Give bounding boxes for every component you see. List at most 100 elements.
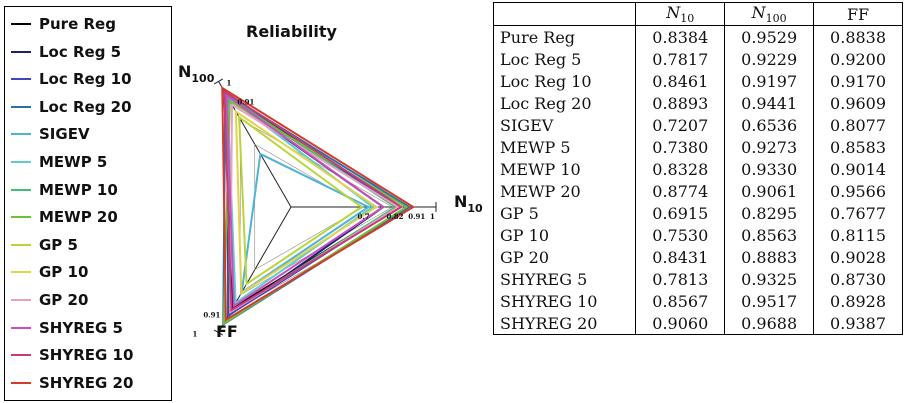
series-polygon: [240, 152, 371, 295]
row-label: MEWP 20: [492, 180, 637, 203]
table-row: Loc Reg 20 0.8893 0.9441 0.9609: [492, 92, 903, 115]
series-polygon: [225, 93, 385, 308]
axis-label-n10-main: N: [454, 192, 468, 211]
table-cell: 0.9200: [813, 48, 903, 71]
table-cell: 0.9229: [724, 48, 815, 71]
table-row: Loc Reg 5 0.7817 0.9229 0.9200: [492, 48, 903, 71]
legend-item: MEWP 5: [11, 149, 107, 175]
table-row: MEWP 10 0.8328 0.9330 0.9014: [492, 158, 903, 181]
row-label: Loc Reg 5: [492, 48, 637, 71]
legend-label: MEWP 5: [39, 153, 108, 171]
tick-label: 0.91: [408, 212, 425, 221]
legend-swatch: [11, 381, 31, 384]
table-cell: 0.9441: [724, 92, 815, 115]
table-cell: 0.9529: [724, 25, 815, 49]
header-sub: 10: [680, 12, 695, 26]
table-cell: 0.9061: [724, 180, 815, 203]
axis-label-ff-main: FF: [216, 322, 238, 341]
table-row: GP 5 0.6915 0.8295 0.7677: [492, 202, 903, 225]
legend-swatch: [11, 354, 31, 357]
series-polygon: [234, 109, 379, 295]
legend-label: MEWP 20: [39, 208, 118, 227]
legend-label: Pure Reg: [39, 15, 116, 33]
legend-item: SHYREG 20: [11, 370, 133, 396]
table-cell: 0.9517: [724, 290, 815, 313]
legend-item: GP 5: [11, 232, 78, 258]
table-cell: 0.9566: [813, 180, 903, 203]
table-cell: 0.8928: [813, 290, 903, 313]
row-label: SHYREG 10: [492, 290, 637, 313]
legend-swatch: [11, 271, 31, 274]
table-header-cell: N10: [635, 1, 726, 27]
legend-swatch: [11, 161, 31, 163]
legend-swatch: [11, 216, 31, 219]
results-table: N10 N100 FF Pure Reg 0.8384 0.9529 0.8838 Loc …: [492, 1, 903, 336]
tick-label: 1: [193, 330, 198, 339]
axis-label-n10: N10: [454, 192, 483, 215]
legend-item: SHYREG 10: [11, 342, 133, 368]
table-row: SIGEV 0.7207 0.6536 0.8077: [492, 114, 903, 137]
table-cell: 0.9170: [813, 70, 903, 93]
table-row: SHYREG 20 0.9060 0.9688 0.9387: [492, 312, 903, 336]
table-cell: 0.8431: [635, 246, 726, 269]
table-row: SHYREG 10 0.8567 0.9517 0.8928: [492, 290, 903, 313]
legend-swatch: [11, 78, 31, 81]
legend-label: GP 10: [39, 263, 89, 282]
axis-cap-n100: [213, 78, 224, 85]
table-cell: 0.9330: [724, 158, 815, 181]
series-polygon: [223, 89, 404, 312]
table-cell: 0.9325: [724, 268, 815, 291]
legend-swatch: [11, 326, 31, 329]
legend-swatch: [11, 23, 31, 25]
series-polygon: [222, 99, 409, 326]
table-cell: 0.8838: [813, 25, 903, 49]
table-cell: 0.8077: [813, 114, 903, 137]
header-main: N: [751, 3, 766, 22]
axis-label-n10-sub: 10: [467, 202, 483, 215]
table-cell: 0.7530: [635, 224, 726, 247]
table-cell: 0.8328: [635, 158, 726, 181]
table-cell: 0.9688: [724, 312, 815, 336]
table-cell: 0.6536: [724, 114, 815, 137]
series-polygon: [221, 86, 416, 322]
legend-item: MEWP 20: [11, 204, 118, 230]
legend-swatch: [11, 133, 31, 136]
table-row: GP 20 0.8431 0.8883 0.9028: [492, 246, 903, 269]
table-cell: 0.9028: [813, 246, 903, 269]
legend-swatch: [11, 105, 31, 108]
table-cell: 0.8567: [635, 290, 726, 313]
legend-item: GP 20: [11, 287, 88, 313]
header-main: FF: [846, 4, 870, 24]
table-cell: 0.8730: [813, 268, 903, 291]
tick-label: 0.91: [203, 311, 220, 320]
row-label: Loc Reg 10: [492, 70, 637, 93]
table-cell: 0.8883: [724, 246, 815, 269]
table-cell: 0.8893: [635, 92, 726, 115]
legend-item: GP 10: [11, 259, 88, 285]
table-cell: 0.9609: [813, 92, 903, 115]
chart-legend: Pure Reg Loc Reg 5 Loc Reg 10 Loc Reg 20 SIG…: [4, 6, 172, 401]
legend-label: SHYREG 20: [39, 373, 134, 392]
table-cell: 0.9060: [635, 312, 726, 336]
legend-label: GP 5: [39, 235, 78, 254]
table-cell: 0.8461: [635, 70, 726, 93]
row-label: GP 20: [492, 246, 637, 269]
axis-cap-ff: [213, 329, 224, 336]
grid-ring: [254, 143, 365, 271]
legend-label: SIGEV: [39, 125, 90, 144]
table-cell: 0.9387: [813, 312, 903, 336]
tick-label: 0.91: [237, 97, 254, 106]
legend-swatch: [11, 299, 31, 301]
table-cell: 0.8115: [813, 224, 903, 247]
table-header-row: N10 N100 FF: [492, 1, 903, 27]
table-cell: 0.7677: [813, 202, 903, 225]
row-label: SIGEV: [492, 114, 637, 137]
legend-label: GP 20: [39, 291, 89, 309]
table-cell: 0.6915: [635, 202, 726, 225]
legend-item: Loc Reg 5: [11, 39, 121, 65]
tick-label: 1: [430, 212, 435, 221]
legend-label: Loc Reg 20: [39, 97, 132, 116]
legend-label: MEWP 10: [39, 180, 118, 199]
table-row: SHYREG 5 0.7813 0.9325 0.8730: [492, 268, 903, 291]
legend-item: Pure Reg: [11, 11, 116, 37]
